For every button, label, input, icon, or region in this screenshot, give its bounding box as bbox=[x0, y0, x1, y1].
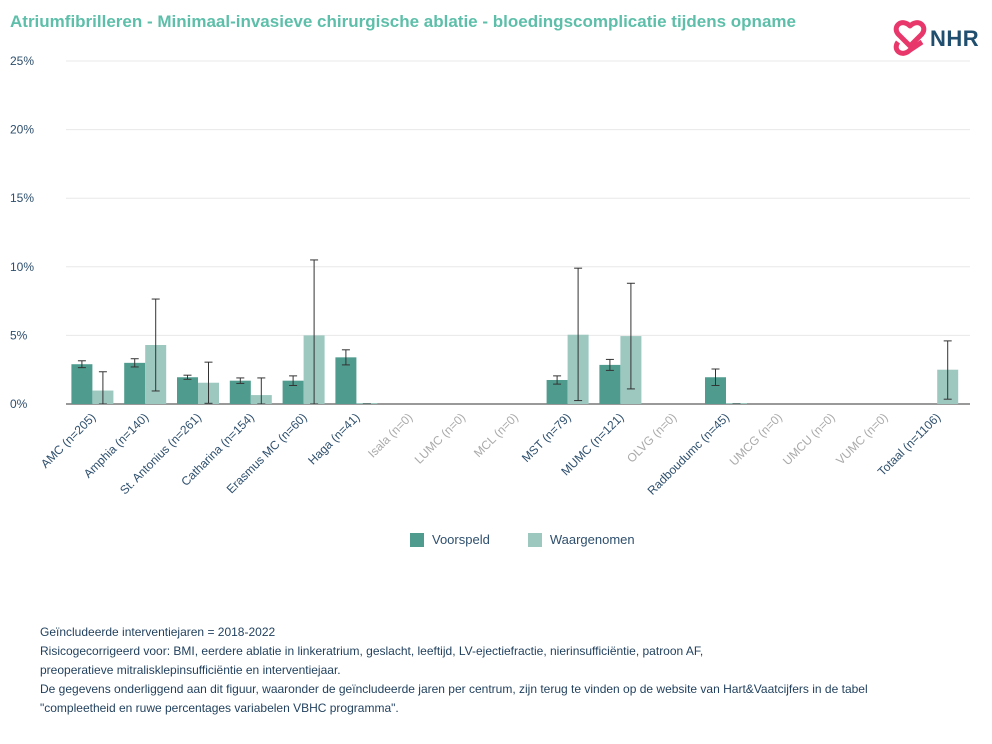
footnotes: Geïncludeerde interventiejaren = 2018-20… bbox=[40, 623, 868, 718]
legend: Voorspeld Waargenomen bbox=[410, 532, 635, 547]
error-bar bbox=[130, 358, 139, 368]
legend-label-voorspeld: Voorspeld bbox=[432, 532, 490, 547]
legend-swatch-waargenomen bbox=[527, 532, 542, 547]
x-tick-label: Isala (n=0) bbox=[365, 410, 415, 460]
bar-voorspeld bbox=[71, 364, 93, 404]
bar-voorspeld bbox=[546, 379, 568, 404]
error-bar bbox=[289, 375, 298, 386]
error-bar bbox=[553, 375, 562, 385]
label-layer: AMC (n=205)Amphia (n=140)St. Antonius (n… bbox=[38, 410, 943, 497]
bar-layer bbox=[71, 334, 959, 404]
error-bar bbox=[341, 349, 350, 366]
error-bar bbox=[257, 377, 266, 405]
note-risk-1: Risicogecorrigeerd voor: BMI, eerdere ab… bbox=[40, 644, 704, 658]
y-tick-label: 0% bbox=[10, 397, 28, 411]
note-source-2: "compleetheid en ruwe percentages variab… bbox=[40, 701, 399, 715]
error-bar bbox=[626, 282, 635, 390]
x-tick-label: UMCG (n=0) bbox=[727, 410, 785, 468]
error-bar bbox=[711, 368, 720, 386]
error-bar bbox=[151, 298, 160, 392]
error-bar bbox=[310, 259, 319, 405]
error-bar bbox=[943, 340, 952, 400]
x-tick-label: MST (n=79) bbox=[519, 410, 574, 465]
y-tick-label: 5% bbox=[10, 328, 28, 342]
y-tick-label: 20% bbox=[10, 123, 34, 137]
note-risk-2: preoperatieve mitralisklepinsufficiëntie… bbox=[40, 663, 341, 677]
bar-voorspeld bbox=[705, 377, 726, 404]
y-tick-label: 15% bbox=[10, 191, 34, 205]
bar-voorspeld bbox=[599, 364, 621, 404]
x-tick-label: MCL (n=0) bbox=[471, 410, 521, 460]
bar-voorspeld bbox=[229, 380, 251, 404]
error-bar bbox=[236, 377, 245, 384]
error-bar-layer bbox=[77, 259, 952, 405]
error-bar bbox=[77, 360, 86, 369]
legend-swatch-voorspeld bbox=[410, 532, 424, 547]
error-bar bbox=[183, 374, 192, 380]
x-tick-label: Haga (n=41) bbox=[305, 410, 362, 467]
x-tick-label: UMCU (n=0) bbox=[780, 410, 838, 468]
grid-layer: 0% 5% 10% 15% 20% 25% bbox=[10, 54, 970, 411]
y-tick-label: 10% bbox=[10, 260, 34, 274]
bar-voorspeld bbox=[282, 380, 304, 404]
nhr-heart-cross-icon bbox=[893, 20, 927, 56]
bar-chart: 0% 5% 10% 15% 20% 25% AMC (n=205)Amphia (n=14… bbox=[10, 54, 970, 498]
error-bar bbox=[98, 371, 107, 405]
bar-voorspeld bbox=[177, 377, 198, 404]
error-bar bbox=[204, 361, 213, 404]
bar-voorspeld bbox=[335, 357, 357, 404]
note-years: Geïncludeerde interventiejaren = 2018-20… bbox=[40, 625, 276, 639]
x-tick-label: VUMC (n=0) bbox=[833, 410, 890, 467]
error-bar bbox=[574, 267, 583, 402]
error-bar bbox=[605, 358, 614, 371]
x-tick-label: LUMC (n=0) bbox=[412, 410, 468, 466]
legend-label-waargenomen: Waargenomen bbox=[549, 532, 635, 547]
y-tick-label: 25% bbox=[10, 54, 34, 68]
note-source-1: De gegevens onderliggend aan dit figuur,… bbox=[40, 682, 868, 696]
logo-text: NHR bbox=[930, 26, 980, 51]
x-tick-label: OLVG (n=0) bbox=[624, 410, 679, 465]
bar-voorspeld bbox=[124, 362, 146, 404]
chart-title: Atriumfibrilleren - Minimaal-invasieve c… bbox=[10, 12, 796, 31]
